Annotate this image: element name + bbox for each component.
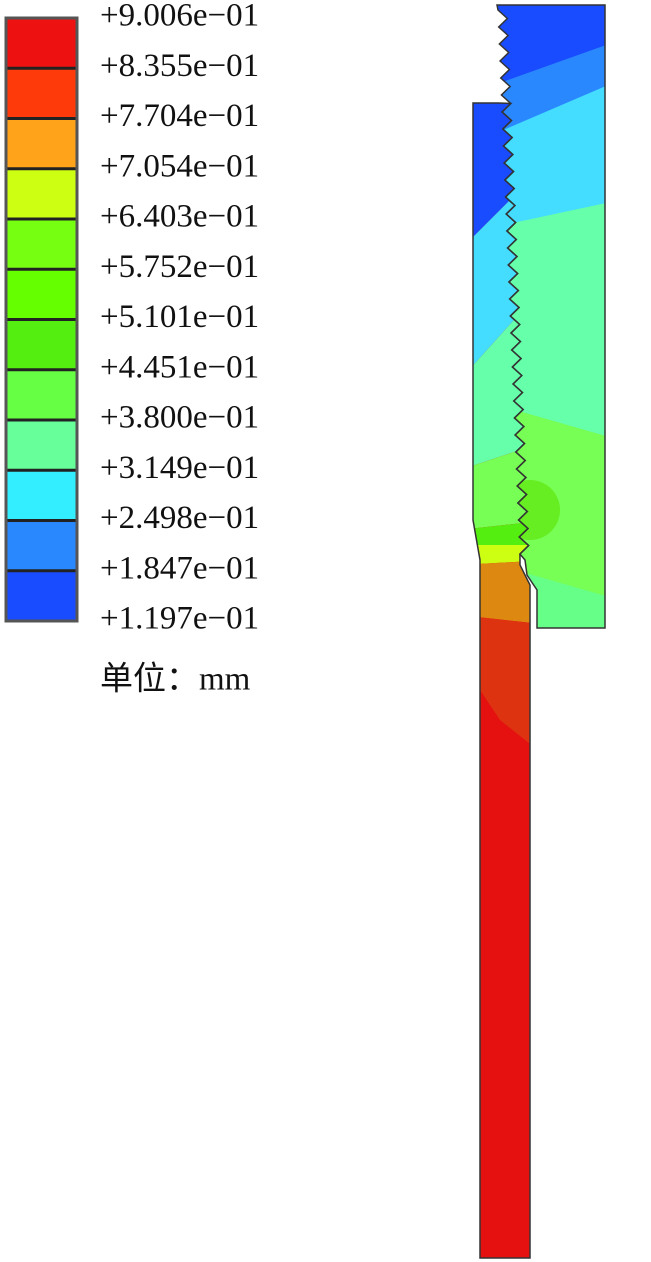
legend-label: +5.101e−01 <box>100 299 259 335</box>
legend-band <box>6 369 77 420</box>
legend-label: +3.800e−01 <box>100 400 259 436</box>
legend-label: +2.498e−01 <box>100 500 259 536</box>
pin-outline <box>472 102 531 1259</box>
legend-band <box>6 319 77 370</box>
legend: +9.006e−01 +8.355e−01 +7.704e−01 +7.054e−01… <box>4 0 259 698</box>
legend-band <box>6 570 77 621</box>
legend-band <box>6 168 77 219</box>
legend-band <box>6 68 77 119</box>
pin <box>473 103 530 1258</box>
legend-band <box>6 118 77 169</box>
legend-label: +5.752e−01 <box>100 249 259 285</box>
legend-band <box>6 18 77 69</box>
legend-band <box>6 520 77 571</box>
unit-label: 单位：mm <box>100 661 251 698</box>
contour-model <box>472 4 606 1259</box>
legend-band <box>6 219 77 270</box>
legend-label: +9.006e−01 <box>100 0 259 34</box>
legend-band <box>6 269 77 320</box>
legend-frame <box>4 16 79 623</box>
legend-label: +1.847e−01 <box>100 550 259 586</box>
legend-label: +6.403e−01 <box>100 199 259 235</box>
legend-label: +1.197e−01 <box>100 601 259 637</box>
legend-label: +7.054e−01 <box>100 148 259 184</box>
legend-label: +8.355e−01 <box>100 48 259 84</box>
legend-label: +4.451e−01 <box>100 349 259 385</box>
legend-label: +7.704e−01 <box>100 98 259 134</box>
legend-band <box>6 420 77 471</box>
legend-label: +3.149e−01 <box>100 450 259 486</box>
legend-band <box>6 470 77 521</box>
